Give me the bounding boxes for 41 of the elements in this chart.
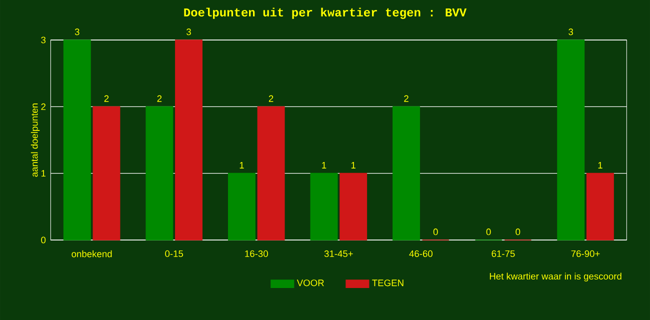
- x-tick-label: 16-30: [245, 250, 268, 257]
- legend-label: VOOR: [296, 280, 324, 286]
- x-tick-label: 76-90+: [571, 250, 600, 257]
- data-label: 0: [433, 228, 438, 236]
- bar: [92, 106, 120, 240]
- data-label: 3: [186, 28, 191, 36]
- x-tick-label: 46-60: [409, 250, 433, 257]
- y-tick-label: 3: [41, 36, 46, 44]
- bar: [175, 40, 202, 240]
- x-axis-title: Het kwartier waar in is gescoord: [490, 272, 622, 282]
- legend-label: TEGEN: [372, 280, 404, 286]
- y-tick-label: 1: [41, 170, 46, 177]
- data-label: 0: [486, 228, 491, 236]
- data-label: 2: [157, 95, 162, 102]
- y-tick-label: 2: [41, 103, 46, 110]
- data-label: 1: [322, 162, 326, 168]
- x-tick-label: 0-15: [165, 250, 184, 257]
- bar: [340, 172, 368, 240]
- data-label: 2: [104, 95, 109, 102]
- bar: [392, 106, 420, 240]
- x-tick-label: 31-45+: [324, 250, 353, 257]
- chart-title: Doelpunten uit per kwartier tegen : BVV: [184, 8, 467, 19]
- y-axis-title: aantal doelpunten: [30, 104, 40, 177]
- bar: [557, 40, 585, 240]
- bar: [146, 106, 174, 240]
- bar: [310, 172, 338, 240]
- bar: [63, 40, 91, 240]
- y-tick-label: 0: [41, 236, 46, 244]
- data-label: 2: [404, 95, 408, 102]
- x-tick-label: 61-75: [492, 250, 515, 257]
- bar: [228, 172, 256, 240]
- bar: [257, 106, 285, 240]
- data-label: 3: [568, 28, 574, 36]
- x-tick-label: onbekend: [72, 250, 112, 258]
- data-label: 1: [598, 162, 602, 168]
- data-label: 3: [74, 28, 80, 36]
- bar: [586, 172, 614, 240]
- data-label: 1: [351, 162, 356, 168]
- data-label: 2: [268, 95, 274, 102]
- data-label: 0: [516, 228, 520, 236]
- data-label: 1: [240, 162, 244, 168]
